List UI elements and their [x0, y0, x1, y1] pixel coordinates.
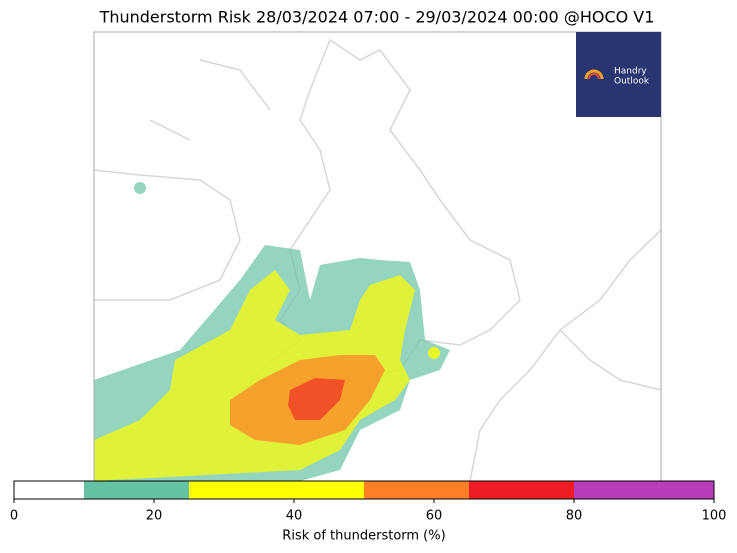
logo-text: Handry — [614, 67, 647, 77]
logo-text: Outlook — [614, 77, 650, 87]
colorbar: 0 20 40 60 80 100 — [10, 480, 727, 524]
colorbar-frame — [13, 480, 715, 500]
colorbar-segment — [14, 481, 84, 499]
colorbar-segment — [574, 481, 714, 499]
colorbar-segment — [84, 481, 189, 499]
colorbar-label: Risk of thunderstorm (%) — [282, 529, 445, 544]
tick-label: 80 — [566, 509, 583, 524]
tick-label: 60 — [426, 509, 443, 524]
tick-label: 100 — [702, 509, 727, 524]
tick-label: 40 — [286, 509, 303, 524]
tick-label: 0 — [10, 509, 18, 524]
tick-label: 20 — [146, 509, 163, 524]
colorbar-segment — [189, 481, 364, 499]
colorbar-segment — [469, 481, 574, 499]
colorbar-segment — [364, 481, 469, 499]
logo: Handry Outlook — [576, 32, 661, 117]
map-title: Thunderstorm Risk 28/03/2024 07:00 - 29/… — [99, 8, 655, 27]
map — [93, 31, 662, 482]
